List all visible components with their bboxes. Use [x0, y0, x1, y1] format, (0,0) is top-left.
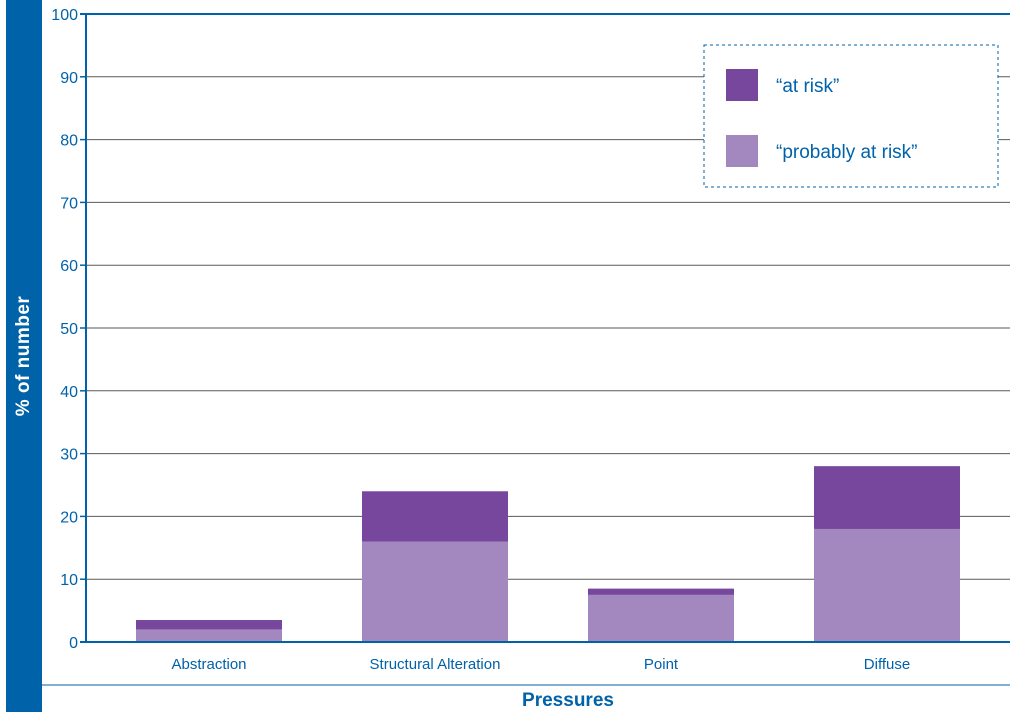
- bar-segment: [136, 620, 282, 630]
- legend-swatch: [726, 135, 758, 167]
- bar-segment: [588, 588, 734, 595]
- y-tick-label: 70: [60, 195, 78, 212]
- legend-swatch: [726, 69, 758, 101]
- y-tick-label: 20: [60, 509, 78, 526]
- y-tick-labels: 0 10 20 30 40 50 60 70 80 90 100: [51, 7, 78, 652]
- legend: “at risk” “probably at risk”: [703, 44, 999, 188]
- y-tick-label: 50: [60, 321, 78, 338]
- bar-segment: [814, 466, 960, 529]
- x-tick-label: Point: [644, 656, 679, 673]
- x-tick-label: Diffuse: [864, 656, 910, 673]
- bars: [136, 466, 960, 642]
- x-axis-label: Pressures: [522, 690, 614, 711]
- x-tick-label: Structural Alteration: [370, 656, 501, 673]
- x-tick-label: Abstraction: [171, 656, 246, 673]
- x-tick-labels: Abstraction Structural Alteration Point Dif…: [171, 656, 910, 673]
- bar-segment: [362, 541, 508, 642]
- bar-segment: [136, 629, 282, 642]
- y-tick-label: 10: [60, 572, 78, 589]
- bar-segment: [814, 528, 960, 642]
- axes: [42, 13, 1010, 686]
- bar-segment: [588, 594, 734, 642]
- y-tick-label: 40: [60, 384, 78, 401]
- y-tick-label: 90: [60, 70, 78, 87]
- y-axis-label-band: [6, 0, 42, 712]
- legend-label: “at risk”: [776, 76, 839, 97]
- bar-segment: [362, 491, 508, 542]
- y-tick-label: 100: [51, 7, 78, 24]
- y-tick-label: 80: [60, 133, 78, 150]
- legend-label: “probably at risk”: [776, 142, 918, 163]
- y-tick-label: 0: [69, 635, 78, 652]
- y-tick-label: 60: [60, 258, 78, 275]
- y-tick-label: 30: [60, 447, 78, 464]
